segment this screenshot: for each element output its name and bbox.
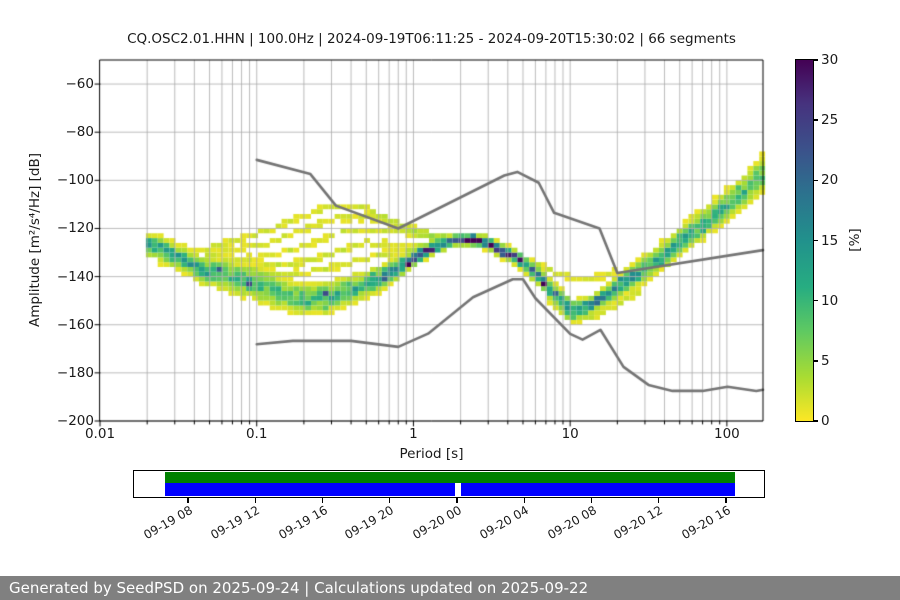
colorbar-tick-mark (814, 179, 818, 182)
x-axis-label: Period [s] (399, 446, 464, 462)
timeline-tick-mark (657, 498, 660, 503)
timeline-tick-mark (591, 498, 593, 503)
timeline-tick-mark (456, 498, 458, 503)
y-axis-label: Amplitude [m²/s⁴/Hz] [dB] (27, 153, 43, 328)
timeline-tick-mark (187, 498, 189, 503)
timeline-availability-segment (460, 483, 736, 496)
x-tick-label: 0.01 (84, 426, 116, 442)
y-tick-label: −140 (56, 268, 94, 285)
x-tick-label: 10 (561, 426, 579, 442)
y-tick-label: −60 (65, 76, 95, 93)
footer-bar: Generated by SeedPSD on 2025-09-24 | Cal… (0, 576, 900, 600)
timeline-tick-label: 09-19 16 (275, 503, 330, 543)
timeline-tick-mark (388, 498, 391, 503)
y-tick-label: −180 (56, 364, 94, 381)
timeline-availability-segment (164, 483, 455, 496)
timeline-coverage-segment (164, 472, 735, 483)
timeline-coverage-bar (133, 470, 765, 498)
timeline-tick-label: 09-19 12 (208, 503, 263, 543)
x-tick-label: 1 (409, 426, 418, 442)
colorbar-tick-mark (814, 360, 818, 362)
y-tick-label: −100 (56, 172, 94, 189)
x-tick-label: 0.1 (245, 426, 268, 442)
colorbar-tick-label: 20 (821, 172, 839, 189)
colorbar-tick-label: 30 (821, 52, 839, 68)
colorbar-tick-mark (814, 299, 818, 302)
timeline-tick-label: 09-20 08 (544, 503, 599, 543)
y-tick-label: −200 (56, 413, 94, 429)
colorbar-unit-label: [%] (847, 228, 863, 252)
timeline-tick-label: 09-20 04 (477, 503, 532, 543)
y-tick-label: −160 (56, 316, 94, 333)
y-tick-label: −80 (65, 124, 95, 141)
timeline-tick-mark (523, 498, 525, 503)
timeline-tick-label: 09-20 00 (410, 503, 464, 543)
colorbar-tick-label: 0 (821, 413, 830, 429)
colorbar-tick-label: 5 (821, 352, 830, 369)
ppsd-plot-canvas (90, 50, 770, 430)
colorbar-gradient (795, 59, 814, 422)
colorbar-tick-mark (814, 59, 818, 61)
colorbar-tick-label: 25 (821, 112, 839, 129)
x-tick-label: 100 (713, 426, 740, 442)
timeline-tick-label: 09-19 20 (342, 503, 397, 543)
timeline-tick-mark (254, 498, 256, 503)
timeline-tick-mark (322, 498, 324, 503)
footer-text: Generated by SeedPSD on 2025-09-24 | Cal… (9, 579, 589, 597)
colorbar-tick-label: 15 (821, 232, 839, 249)
timeline-tick-label: 09-19 08 (141, 503, 195, 543)
colorbar-tick-label: 10 (821, 292, 839, 309)
colorbar-tick-mark (814, 119, 818, 121)
colorbar-tick-mark (814, 239, 818, 242)
timeline-tick-label: 09-20 12 (611, 503, 666, 543)
colorbar-tick-mark (814, 420, 818, 422)
y-tick-label: −120 (56, 220, 94, 237)
timeline-tick-mark (725, 498, 727, 503)
timeline-tick-label: 09-20 16 (679, 503, 733, 543)
chart-title: CQ.OSC2.01.HHN | 100.0Hz | 2024-09-19T06… (127, 31, 736, 47)
